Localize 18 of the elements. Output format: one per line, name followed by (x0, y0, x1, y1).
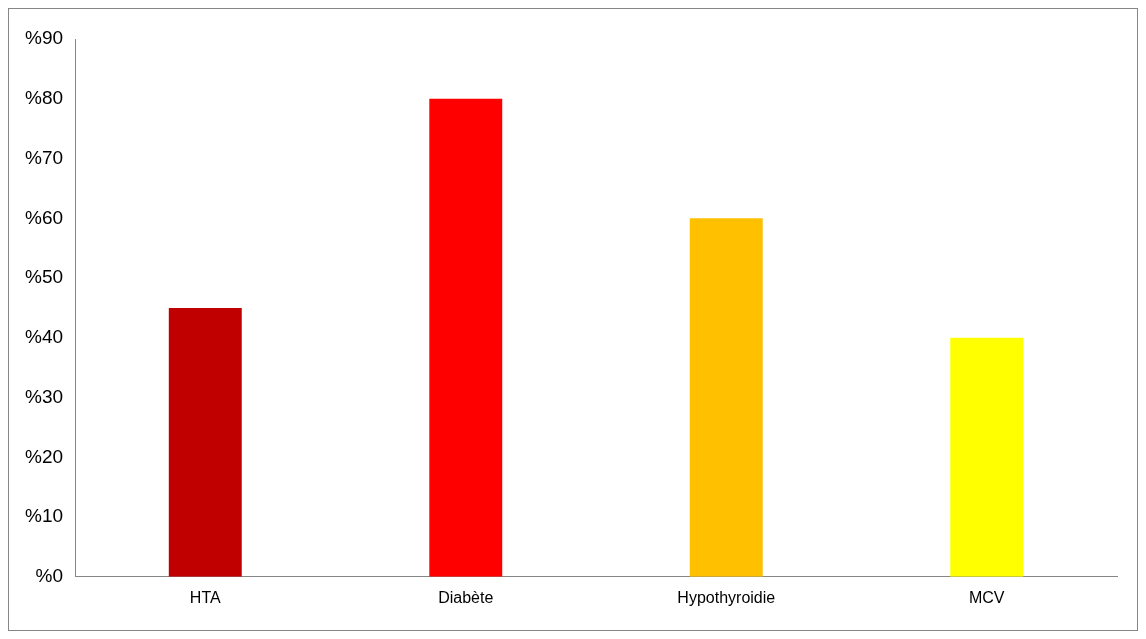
y-tick-label: %50 (25, 266, 64, 288)
y-tick-label: %90 (25, 27, 64, 49)
y-tick-label: %70 (25, 146, 64, 168)
y-tick-label: %80 (25, 86, 64, 108)
y-tick-label: %30 (25, 385, 64, 407)
y-tick-label: %0 (35, 565, 64, 587)
x-tick-label: HTA (189, 588, 222, 606)
y-tick-label: %20 (25, 445, 64, 467)
y-tick-label: %60 (25, 206, 64, 228)
y-tick-label: %10 (25, 505, 64, 527)
x-tick-label: Diabète (438, 588, 494, 606)
y-tick-label: %40 (25, 326, 64, 348)
bar (689, 218, 763, 577)
bar (168, 307, 242, 577)
x-tick-label: Hypothyroidie (677, 588, 776, 606)
x-tick-label: MCV (968, 588, 1005, 606)
bar (429, 98, 503, 577)
bar (950, 337, 1024, 577)
